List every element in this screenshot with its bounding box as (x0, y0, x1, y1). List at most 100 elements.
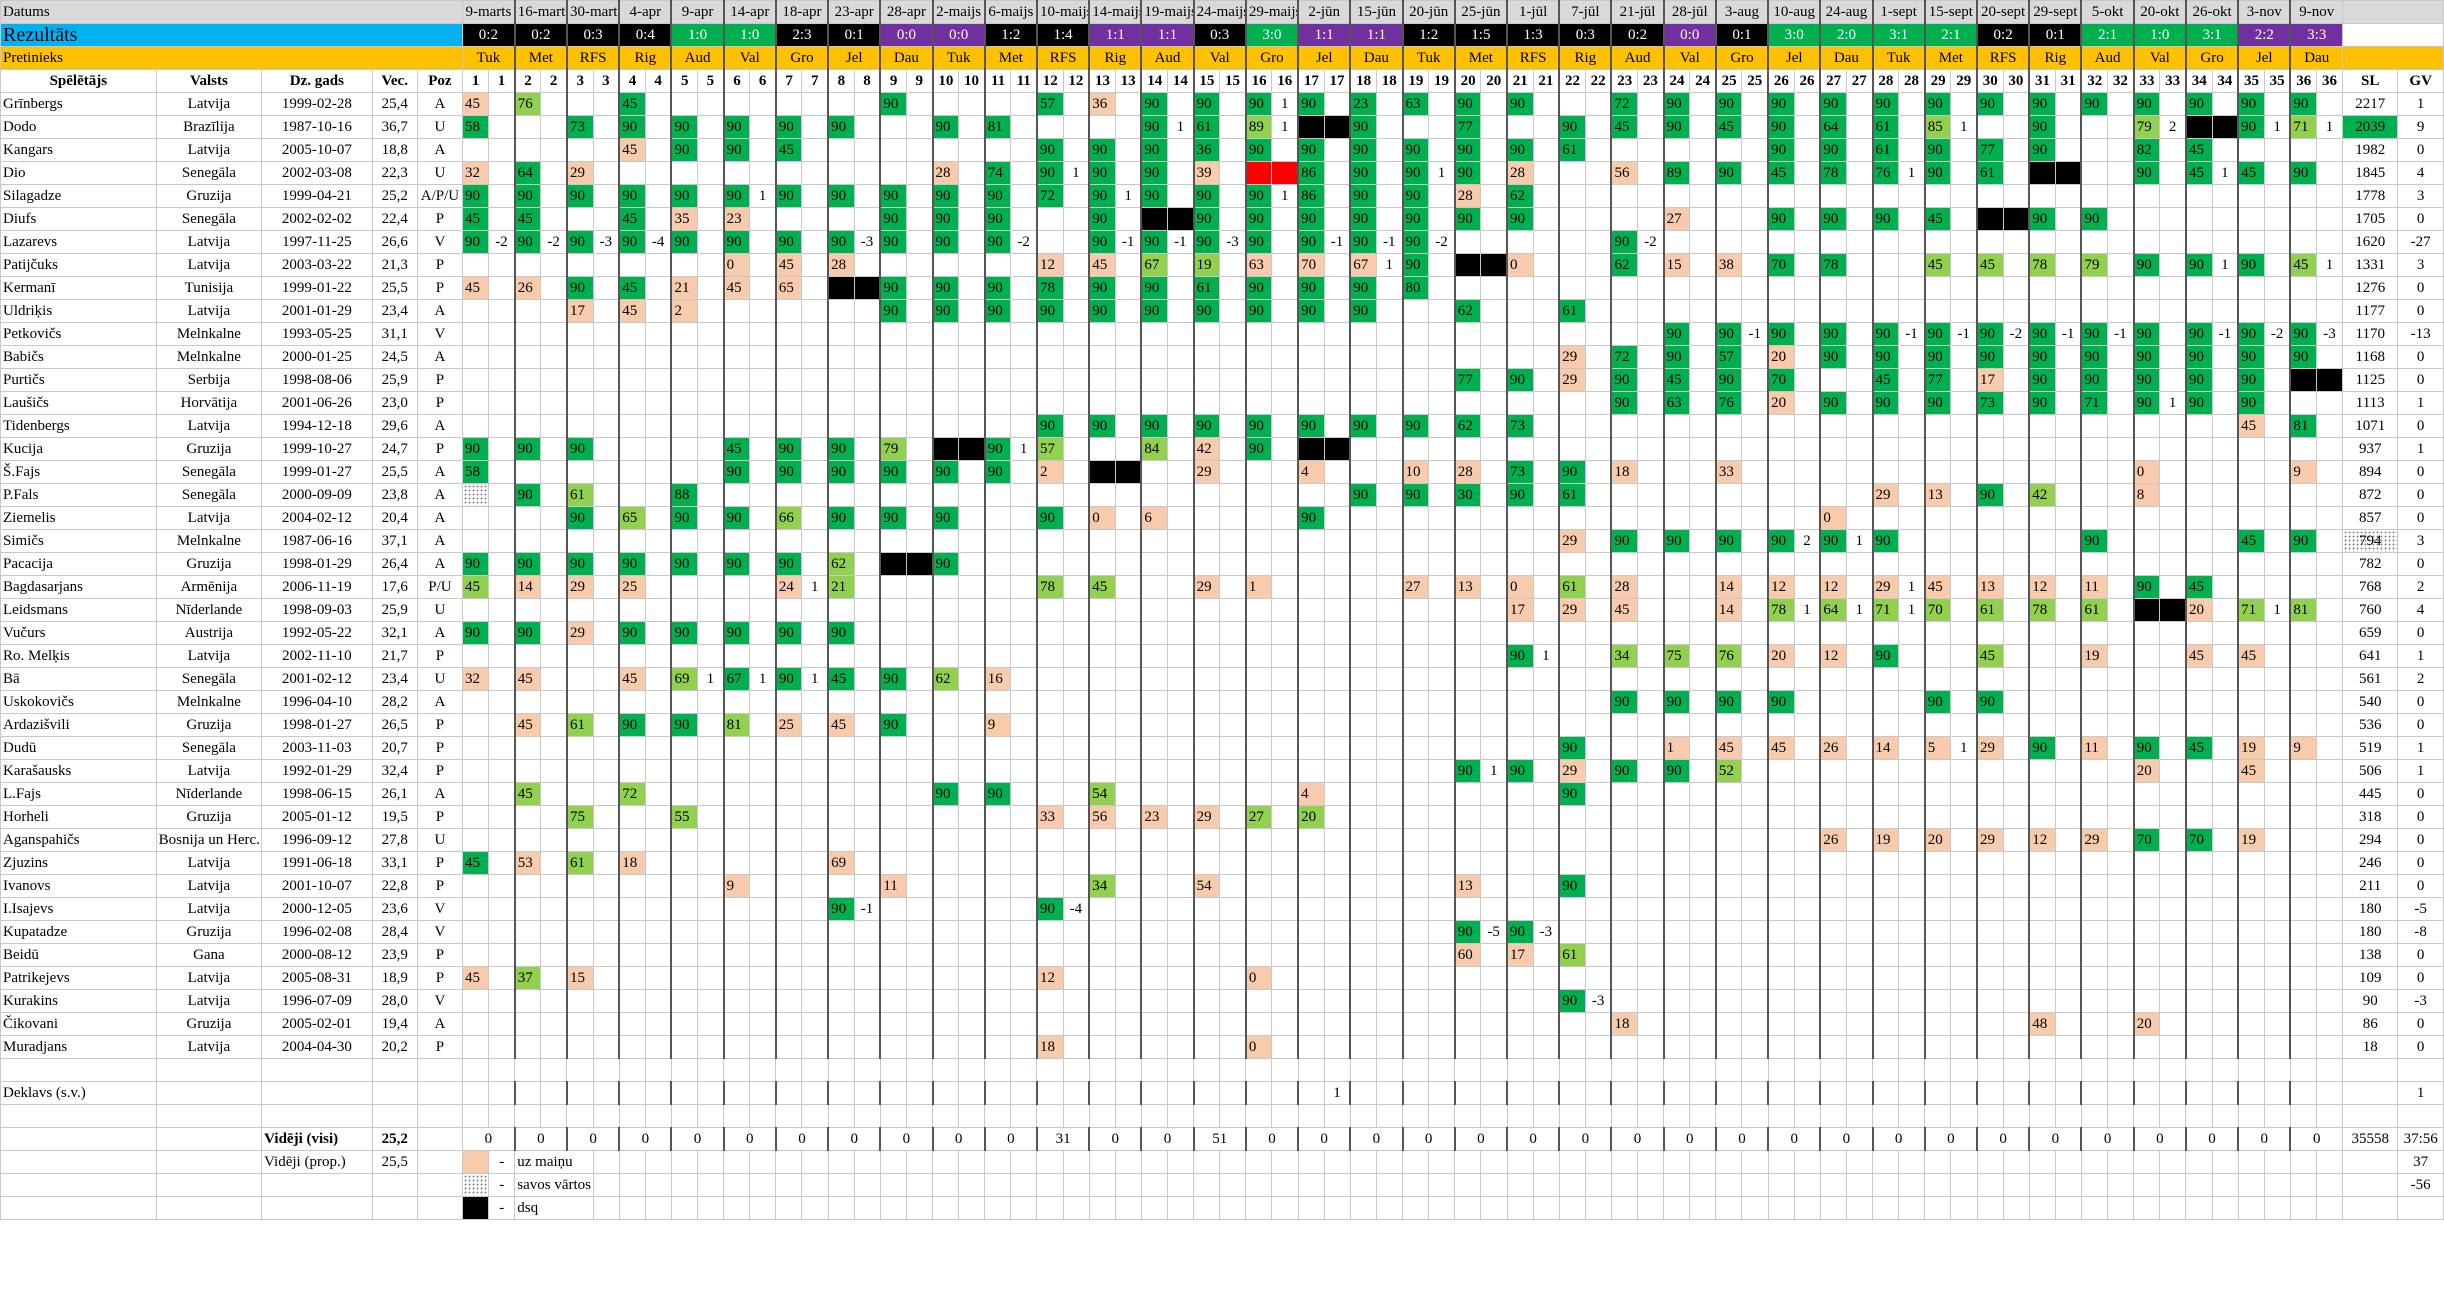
empty-cell (670, 1150, 699, 1174)
empty-cell (1845, 1150, 1874, 1174)
goals-cell (1219, 345, 1247, 369)
player-position: V (416, 989, 464, 1013)
match-total: 0 (2080, 1127, 2135, 1151)
goals-cell (853, 529, 881, 553)
minutes-cell (2237, 943, 2265, 967)
goals-cell (540, 713, 568, 737)
player-goals-total: 0 (2397, 621, 2444, 645)
match-number: 5 (670, 69, 699, 93)
minutes-cell: 29 (1871, 483, 1900, 507)
goals-cell (697, 943, 725, 967)
match-opponent: Dau (879, 46, 934, 70)
goals-cell (1271, 736, 1299, 760)
goals-cell (1375, 897, 1404, 921)
minutes-cell (462, 598, 490, 622)
goals-cell (1637, 460, 1665, 484)
match-number: 11 (1010, 69, 1038, 93)
goals-cell (801, 92, 829, 116)
empty-cell (2133, 1196, 2161, 1220)
minutes-cell (1140, 322, 1169, 346)
player-dob: 1999-10-27 (261, 437, 373, 461)
minutes-cell (2289, 759, 2318, 783)
goals-cell (2054, 644, 2082, 668)
minutes-cell: 90 (2080, 92, 2109, 116)
player-dob: 2003-03-22 (261, 253, 373, 277)
minutes-cell (1453, 690, 1482, 714)
player-position: P (416, 966, 464, 990)
player-dob: 2003-11-03 (261, 736, 373, 760)
minutes-cell (2080, 161, 2109, 185)
goals-cell (1010, 1035, 1038, 1059)
minutes-cell: 13 (1453, 874, 1482, 898)
goals-cell (2315, 368, 2344, 392)
minutes-cell (1819, 1035, 1847, 1059)
minutes-cell (1401, 874, 1430, 898)
empty-cell (1375, 1196, 1404, 1220)
player-age: 19,5 (371, 805, 418, 829)
minutes-cell: 80 (1401, 276, 1430, 300)
goals-cell (905, 598, 934, 622)
minutes-cell: 0 (722, 253, 751, 277)
minutes-cell: 61 (1192, 276, 1221, 300)
minutes-cell: 9 (2289, 460, 2318, 484)
dates-tail (2342, 0, 2444, 24)
empty-cell (1558, 1173, 1586, 1197)
minutes-cell (618, 345, 646, 369)
minutes-cell: 62 (827, 552, 855, 576)
minutes-cell: 65 (774, 276, 803, 300)
player-goals-total: 0 (2397, 805, 2444, 829)
player-goals-total: 1 (2397, 437, 2444, 461)
minutes-cell (2289, 966, 2318, 990)
goals-cell (2263, 299, 2291, 323)
minutes-cell (1401, 851, 1430, 875)
minutes-cell: 90 (931, 782, 960, 806)
goals-cell (540, 621, 568, 645)
goals-cell (1062, 506, 1090, 530)
match-opponent: Met (1453, 46, 1508, 70)
empty-cell (1402, 1196, 1430, 1220)
goals-cell (905, 253, 934, 277)
minutes-cell (2028, 460, 2056, 484)
match-total: 0 (774, 1127, 829, 1151)
player-minutes-total: 1276 (2342, 276, 2399, 300)
goals-cell (1167, 138, 1195, 162)
empty-cell (1375, 1150, 1404, 1174)
minutes-cell (1558, 667, 1586, 691)
minutes-cell (1401, 805, 1430, 829)
minutes-cell (1975, 506, 2004, 530)
minutes-cell: 73 (1505, 460, 1534, 484)
minutes-cell: 90 (722, 460, 751, 484)
minutes-cell (722, 920, 751, 944)
grand-minutes-total: 35558 (2342, 1127, 2399, 1151)
empty-cell (1819, 1058, 1847, 1082)
minutes-cell: 90 (1244, 138, 1273, 162)
goals-cell: -1 (2107, 322, 2135, 346)
minutes-cell: 90 (1975, 483, 2004, 507)
player-age: 20,7 (371, 736, 418, 760)
minutes-cell (1035, 322, 1064, 346)
goals-cell (2211, 115, 2239, 139)
empty-cell (775, 1196, 803, 1220)
minutes-cell (2080, 437, 2109, 461)
goals-cell (2211, 460, 2239, 484)
goals-cell (1480, 713, 1508, 737)
player-goals-total: 0 (2397, 276, 2444, 300)
match-number: 31 (2028, 69, 2056, 93)
minutes-cell (2184, 966, 2213, 990)
goals-cell (1793, 644, 1821, 668)
empty-cell (1872, 1150, 1900, 1174)
player-goals-total: -13 (2397, 322, 2444, 346)
goals-cell (488, 161, 516, 185)
goals-cell (1793, 1035, 1821, 1059)
minutes-cell: 29 (1975, 736, 2004, 760)
empty-cell (1793, 1196, 1821, 1220)
minutes-cell: 73 (1975, 391, 2004, 415)
minutes-cell: 75 (1662, 644, 1691, 668)
player-age: 25,5 (371, 276, 418, 300)
minutes-cell: 45 (1871, 368, 1900, 392)
goals-cell (1480, 345, 1508, 369)
goals-cell (801, 1035, 829, 1059)
goals-cell (2054, 138, 2082, 162)
legend-swatch (462, 1173, 490, 1197)
player-dob: 1996-09-12 (261, 828, 373, 852)
